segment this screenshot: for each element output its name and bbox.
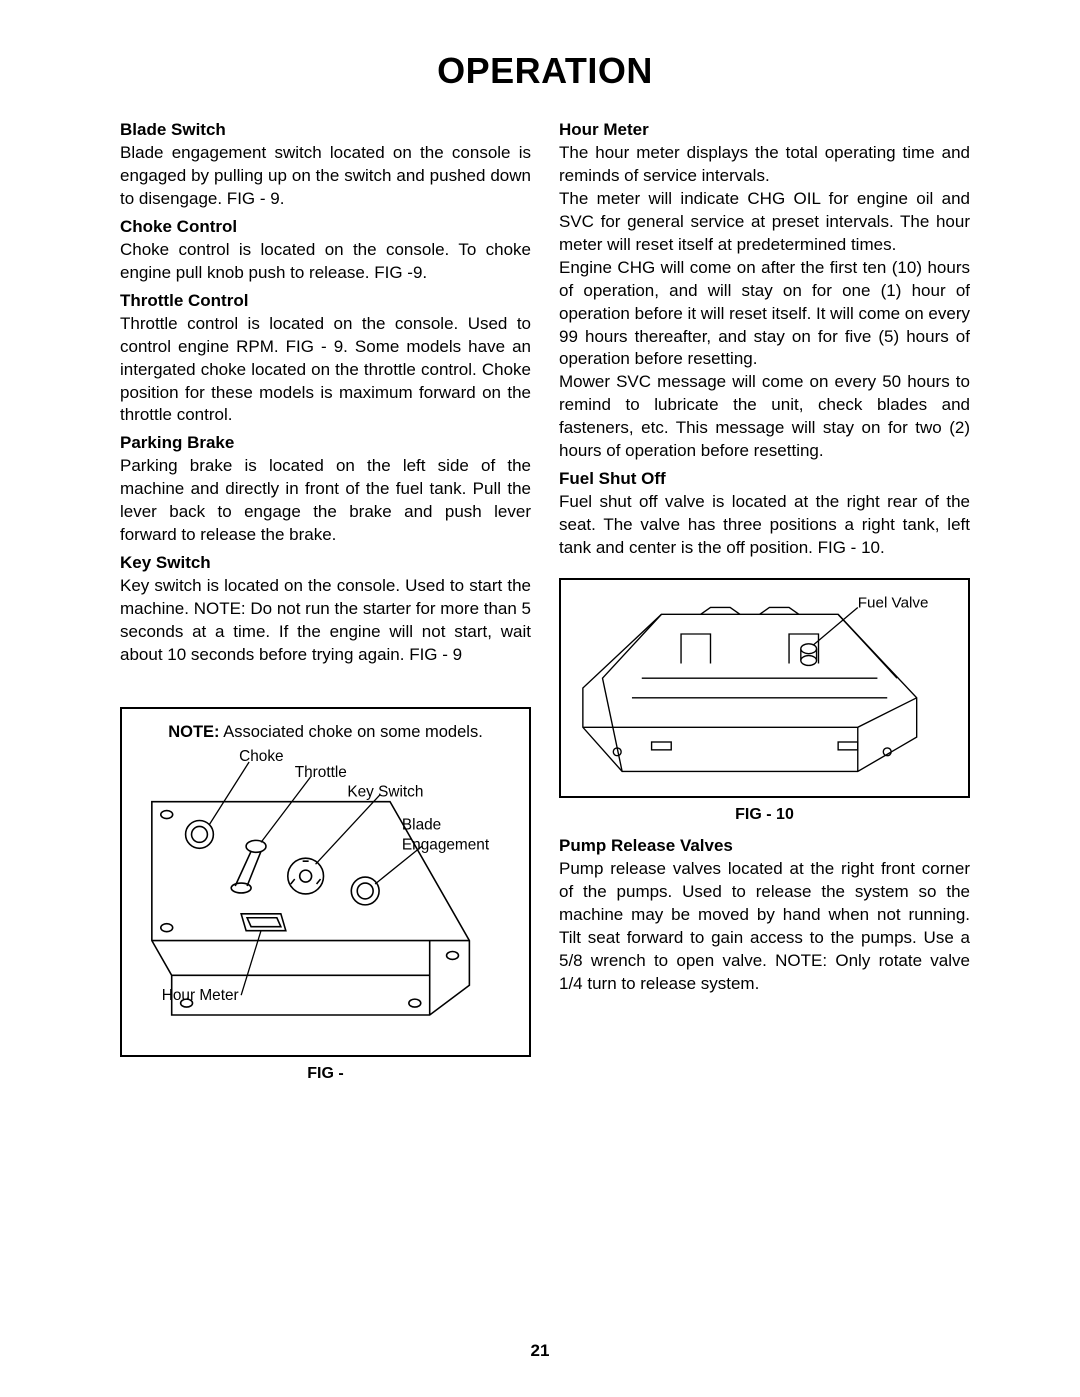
content-columns: Blade Switch Blade engagement switch loc…: [120, 120, 970, 1083]
body-throttle: Throttle control is located on the conso…: [120, 313, 531, 428]
left-column: Blade Switch Blade engagement switch loc…: [120, 120, 531, 1083]
heading-throttle: Throttle Control: [120, 291, 531, 311]
heading-parking-brake: Parking Brake: [120, 433, 531, 453]
figure-9-diagram: Choke Throttle Key Switch Blade Engageme…: [132, 746, 519, 1028]
fig9-label-blade-2: Engagement: [402, 836, 490, 853]
fig9-label-key-switch: Key Switch: [347, 784, 423, 801]
heading-choke: Choke Control: [120, 217, 531, 237]
heading-key-switch: Key Switch: [120, 553, 531, 573]
body-blade-switch: Blade engagement switch located on the c…: [120, 142, 531, 211]
body-key-switch: Key switch is located on the console. Us…: [120, 575, 531, 667]
fig9-label-blade-1: Blade: [402, 816, 441, 833]
fig9-label-hour-meter: Hour Meter: [162, 987, 239, 1004]
fig9-label-throttle: Throttle: [295, 764, 347, 781]
body-parking-brake: Parking brake is located on the left sid…: [120, 455, 531, 547]
body-pump-release: Pump release valves located at the right…: [559, 858, 970, 996]
heading-blade-switch: Blade Switch: [120, 120, 531, 140]
figure-9-note-label: NOTE:: [168, 723, 219, 741]
heading-pump-release: Pump Release Valves: [559, 836, 970, 856]
heading-fuel-shutoff: Fuel Shut Off: [559, 469, 970, 489]
figure-10-caption: FIG - 10: [559, 806, 970, 824]
fig10-label-fuel-valve: Fuel Valve: [858, 594, 929, 611]
body-fuel-shutoff: Fuel shut off valve is located at the ri…: [559, 491, 970, 560]
heading-hour-meter: Hour Meter: [559, 120, 970, 140]
page-number: 21: [0, 1341, 1080, 1361]
body-hour-meter-4: Mower SVC message will come on every 50 …: [559, 371, 970, 463]
figure-9-note-text: Associated choke on some models.: [220, 723, 483, 741]
figure-9-box: NOTE: Associated choke on some models.: [120, 707, 531, 1057]
body-hour-meter-2: The meter will indicate CHG OIL for engi…: [559, 188, 970, 257]
figure-10-box: Fuel Valve: [559, 578, 970, 798]
figure-9-note: NOTE: Associated choke on some models.: [132, 723, 519, 742]
figure-10-diagram: Fuel Valve: [561, 580, 968, 796]
page-title: OPERATION: [120, 50, 970, 92]
fig9-label-choke: Choke: [239, 748, 283, 765]
body-hour-meter-3: Engine CHG will come on after the first …: [559, 257, 970, 372]
right-column: Hour Meter The hour meter displays the t…: [559, 120, 970, 1083]
body-hour-meter-1: The hour meter displays the total operat…: [559, 142, 970, 188]
body-choke: Choke control is located on the console.…: [120, 239, 531, 285]
figure-9-caption: FIG -: [120, 1065, 531, 1083]
